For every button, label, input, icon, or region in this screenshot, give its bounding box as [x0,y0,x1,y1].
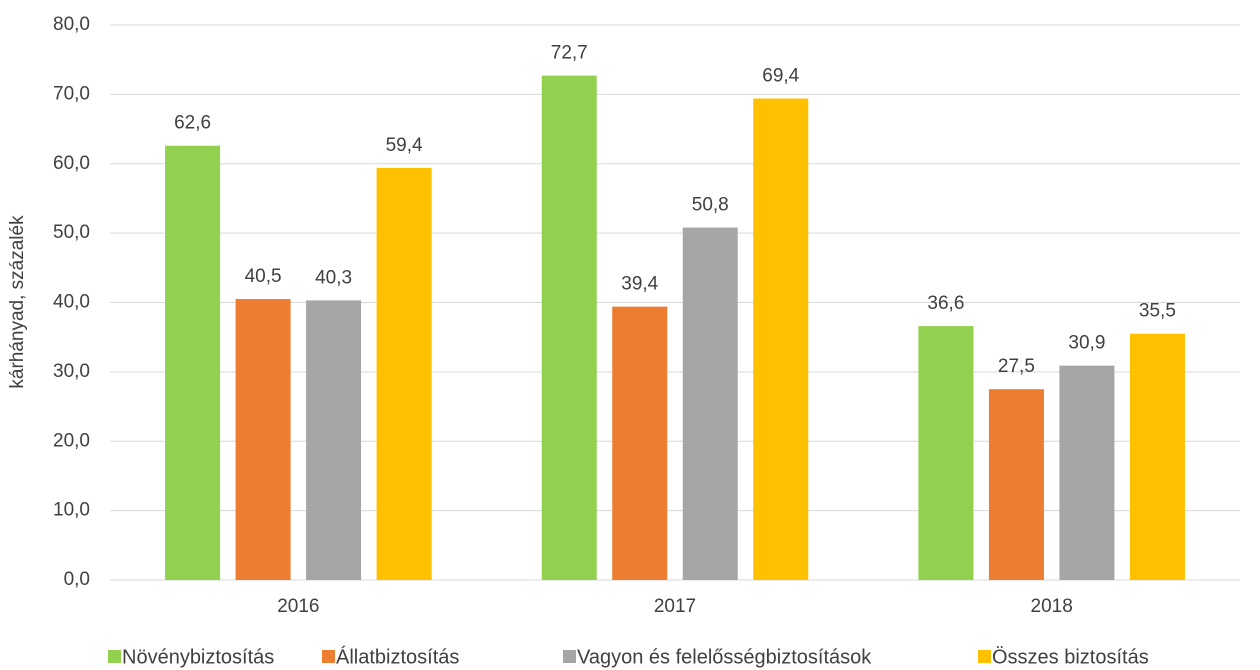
bar [753,98,809,580]
bar [541,75,597,581]
bar [306,300,362,580]
data-label: 36,6 [927,293,964,314]
bar [682,227,738,580]
y-tick-label: 0,0 [64,569,90,590]
x-tick-label: 2017 [654,596,696,617]
bar [165,145,221,580]
bar [612,306,668,580]
data-label: 59,4 [386,135,423,156]
legend-swatch [322,650,335,663]
data-label: 30,9 [1068,333,1105,354]
bar [918,326,974,580]
data-label: 40,5 [245,266,282,287]
legend-swatch [563,650,576,663]
data-label: 35,5 [1139,301,1176,322]
data-label: 50,8 [692,195,729,216]
data-label: 72,7 [551,43,588,64]
y-tick-label: 70,0 [53,83,90,104]
x-tick-label: 2018 [1031,596,1073,617]
y-tick-label: 20,0 [53,430,90,451]
data-label: 39,4 [621,274,658,295]
legend-label: Állatbiztosítás [336,645,459,668]
data-label: 62,6 [174,113,211,134]
bar [235,299,291,580]
data-label: 69,4 [762,66,799,87]
data-label: 40,3 [315,267,352,288]
y-axis-label: kárhányad, százalék [7,215,28,389]
data-label: 27,5 [998,356,1035,377]
bar [1129,333,1185,580]
legend-swatch [978,650,991,663]
y-tick-label: 50,0 [53,222,90,243]
legend-label: Összes biztosítás [992,646,1149,668]
bar [988,389,1044,580]
bar [376,167,432,580]
y-tick-label: 10,0 [53,500,90,521]
x-tick-label: 2016 [277,596,319,617]
bar [1059,365,1115,580]
y-tick-label: 80,0 [53,14,90,35]
y-tick-label: 30,0 [53,361,90,382]
legend-label: Növénybiztosítás [122,646,274,668]
y-tick-label: 40,0 [53,292,90,313]
legend-swatch [108,650,121,663]
y-tick-label: 60,0 [53,153,90,174]
legend-label: Vagyon és felelősségbiztosítások [577,646,872,668]
